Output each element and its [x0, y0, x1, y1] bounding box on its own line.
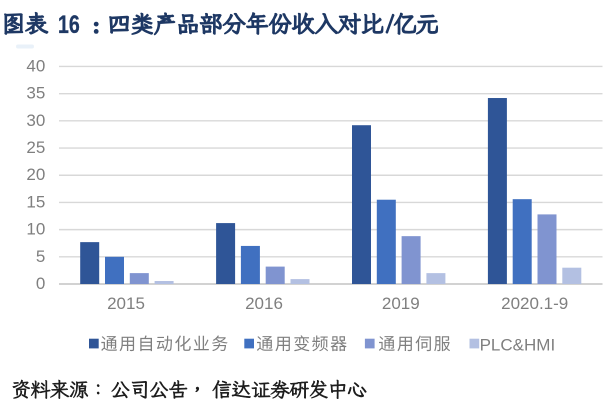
svg-text:20: 20: [26, 165, 45, 184]
svg-text:30: 30: [26, 111, 45, 130]
svg-text:2015: 2015: [107, 294, 145, 313]
svg-text:40: 40: [26, 57, 45, 76]
svg-text:35: 35: [26, 84, 45, 103]
svg-text:2016: 2016: [245, 294, 283, 313]
svg-text:10: 10: [26, 220, 45, 239]
svg-text:25: 25: [26, 138, 45, 157]
svg-text:5: 5: [36, 247, 45, 266]
svg-text:16: 16: [58, 11, 80, 39]
svg-text:2020.1-9: 2020.1-9: [501, 294, 568, 313]
svg-text:2019: 2019: [382, 294, 420, 313]
svg-text:0: 0: [36, 274, 45, 293]
svg-text:PLC&HMI: PLC&HMI: [480, 336, 556, 355]
svg-text:15: 15: [26, 192, 45, 211]
